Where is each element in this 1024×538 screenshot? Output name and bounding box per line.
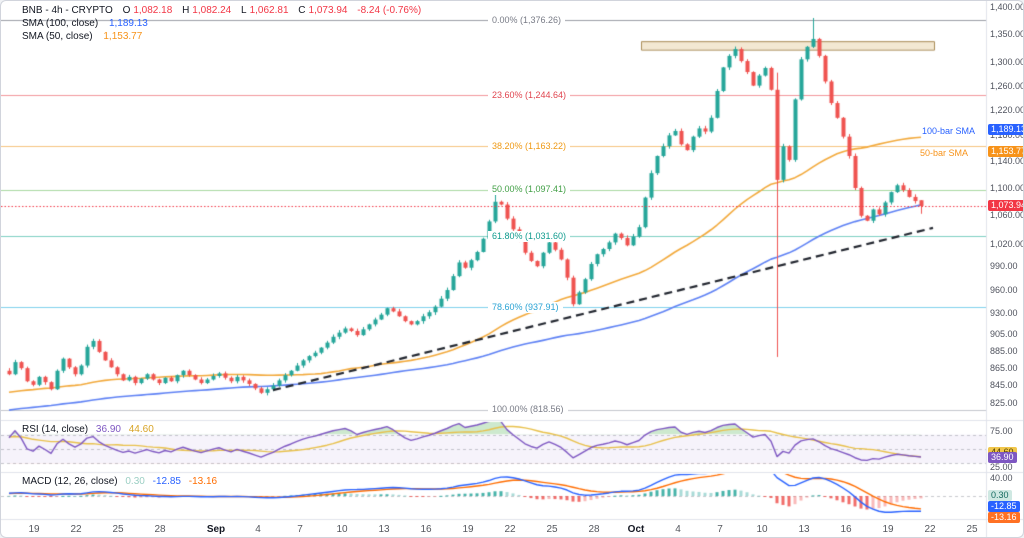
- time-axis-label: 10: [756, 524, 768, 535]
- time-axis-label: 22: [70, 524, 82, 535]
- macd-signal-value: -13.16: [188, 476, 218, 487]
- low-label: L: [241, 5, 247, 16]
- sma50-price-badge: 1,153.77: [988, 146, 1023, 158]
- price-axis-label: 1,400.00: [990, 1, 1024, 12]
- macd-legend: MACD (12, 26, close) 0.30 -12.85 -13.16: [22, 476, 217, 487]
- time-axis-label: 25: [112, 524, 124, 535]
- sma100-price-badge: 1,189.13: [988, 123, 1023, 135]
- time-axis-label: Oct: [627, 524, 645, 535]
- sma100-legend-label[interactable]: SMA (100, close): [22, 18, 99, 29]
- sma100-legend-row: SMA (100, close) 1,189.13: [22, 17, 424, 30]
- last-price-badge: 1,073.94: [988, 199, 1023, 211]
- time-axis-label: 7: [717, 524, 723, 535]
- time-axis-label: 16: [420, 524, 432, 535]
- fib-level-label: 100.00% (818.56): [488, 404, 568, 416]
- sma100-legend-value: 1,189.13: [108, 18, 148, 29]
- macd-axis-label: 40.00: [990, 473, 1013, 483]
- macd-line-badge: -12.85: [988, 500, 1020, 512]
- time-axis-label: 28: [588, 524, 600, 535]
- price-axis-label: 960.00: [990, 284, 1018, 295]
- rsi-legend: RSI (14, close) 36.90 44.60: [22, 424, 154, 435]
- price-axis-label: 1,350.00: [990, 28, 1024, 39]
- low-value: 1,062.81: [249, 5, 289, 16]
- time-axis-label: 4: [675, 524, 681, 535]
- time-axis[interactable]: 19 22 25 28 Sep 4 7 10 13 16 19 22 25 28 Oct 4 7 10 13 16 19…: [1, 520, 987, 537]
- close-label: C: [298, 5, 306, 16]
- macd-line-value: -12.85: [152, 476, 181, 487]
- high-label: H: [182, 5, 190, 16]
- price-axis-label: 1,100.00: [990, 182, 1024, 193]
- fib-level-label: 23.60% (1,244.64): [488, 89, 571, 101]
- time-axis-label: 19: [882, 524, 894, 535]
- time-axis-label: 28: [154, 524, 166, 535]
- time-axis-label: 13: [378, 524, 390, 535]
- time-axis-label: 19: [28, 524, 40, 535]
- macd-hist-badge: 0.30: [988, 489, 1012, 501]
- price-axis-label: 885.00: [990, 345, 1018, 356]
- fib-level-label: 78.60% (937.91): [488, 301, 563, 313]
- sma50-legend-row: SMA (50, close) 1,153.77: [22, 30, 424, 43]
- close-value: 1,073.94: [308, 5, 348, 16]
- time-axis-label: 25: [966, 524, 978, 535]
- time-axis-label: 10: [336, 524, 348, 535]
- price-axis-label: 1,020.00: [990, 239, 1024, 250]
- price-axis-label: 990.00: [990, 261, 1018, 272]
- price-axis-label: 1,220.00: [990, 104, 1024, 115]
- sma50-legend-label[interactable]: SMA (50, close): [22, 31, 93, 42]
- fib-level-label: 50.00% (1,097.41): [488, 184, 571, 196]
- symbol-title[interactable]: BNB - 4h - CRYPTO: [22, 5, 113, 16]
- fib-level-label: 38.20% (1,163.22): [488, 140, 571, 152]
- price-axis-label: 905.00: [990, 328, 1018, 339]
- open-value: 1,082.18: [133, 5, 173, 16]
- price-axis-label: 1,300.00: [990, 57, 1024, 68]
- change-value: -8.24 (-0.76%): [357, 5, 422, 16]
- price-axis-label: 1,140.00: [990, 155, 1024, 166]
- rsi-axis-label: 75.00: [990, 426, 1013, 436]
- price-axis-label: 1,260.00: [990, 80, 1024, 91]
- sma50-legend-value: 1,153.77: [103, 31, 143, 42]
- rsi-axis-label: 25.00: [990, 462, 1013, 472]
- sma100-line-label: 100-bar SMA: [922, 125, 976, 136]
- macd-signal-badge: -13.16: [988, 511, 1020, 523]
- time-axis-label: 22: [924, 524, 936, 535]
- macd-legend-label[interactable]: MACD (12, 26, close): [22, 476, 118, 487]
- fib-level-label: 0.00% (1,376.26): [488, 14, 566, 26]
- high-value: 1,082.24: [192, 5, 232, 16]
- price-axis-label: 865.00: [990, 362, 1018, 373]
- time-axis-label: 4: [255, 524, 261, 535]
- price-axis-label: 825.00: [990, 398, 1018, 409]
- time-axis-label: 25: [546, 524, 558, 535]
- open-label: O: [122, 5, 131, 16]
- time-axis-label: Sep: [206, 524, 226, 535]
- fib-level-label: 61.80% (1,031.60): [488, 230, 571, 242]
- price-axis-label: 930.00: [990, 308, 1018, 319]
- price-axis-label: 1,060.00: [990, 210, 1024, 221]
- rsi-value: 36.90: [95, 424, 121, 435]
- time-axis-label: 16: [840, 524, 852, 535]
- macd-hist-value: 0.30: [125, 476, 145, 487]
- time-axis-label: 7: [297, 524, 303, 535]
- price-axis-label: 845.00: [990, 380, 1018, 391]
- rsi-legend-label[interactable]: RSI (14, close): [22, 424, 89, 435]
- time-axis-label: 22: [504, 524, 516, 535]
- price-axis[interactable]: 1,400.00 1,350.00 1,300.00 1,260.00 1,220.00…: [987, 1, 1024, 537]
- sma50-line-label: 50-bar SMA: [920, 148, 969, 159]
- time-axis-label: 19: [462, 524, 474, 535]
- price-axis-label: 1,180.00: [990, 129, 1024, 140]
- rsi-value-badge: 36.90: [988, 452, 1017, 464]
- time-axis-label: 13: [798, 524, 810, 535]
- rsi-ma-badge: 44.60: [988, 446, 1017, 458]
- rsi-ma-value: 44.60: [128, 424, 154, 435]
